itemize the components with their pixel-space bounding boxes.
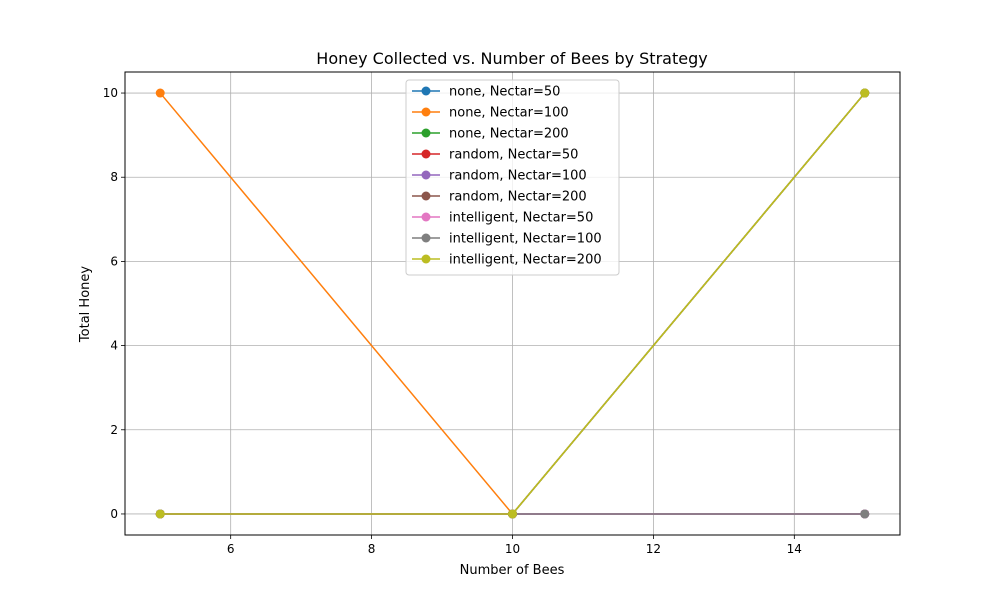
data-point bbox=[860, 509, 870, 519]
legend-item: none, Nectar=200 bbox=[412, 127, 569, 142]
legend-marker bbox=[421, 107, 431, 117]
legend-label: random, Nectar=50 bbox=[449, 148, 578, 163]
y-tick-label: 6 bbox=[110, 254, 118, 268]
y-tick-label: 8 bbox=[110, 170, 118, 184]
legend-label: random, Nectar=100 bbox=[449, 169, 587, 184]
legend-item: random, Nectar=50 bbox=[412, 148, 578, 163]
legend-label: intelligent, Nectar=50 bbox=[449, 211, 593, 226]
legend-marker bbox=[421, 149, 431, 159]
legend: none, Nectar=50 none, Nectar=100 none, Nec… bbox=[405, 79, 620, 276]
legend-marker bbox=[421, 233, 431, 243]
legend-marker bbox=[421, 254, 431, 264]
legend-marker bbox=[421, 86, 431, 96]
legend-item: intelligent, Nectar=50 bbox=[412, 211, 593, 226]
legend-item: none, Nectar=100 bbox=[412, 106, 569, 121]
x-axis-ticks: 6 8 10 12 14 bbox=[227, 535, 802, 556]
y-tick-label: 2 bbox=[110, 423, 118, 437]
legend-label: intelligent, Nectar=100 bbox=[449, 232, 602, 247]
legend-marker bbox=[421, 128, 431, 138]
x-tick-label: 10 bbox=[505, 542, 520, 556]
legend-item: random, Nectar=100 bbox=[412, 169, 587, 184]
legend-item: intelligent, Nectar=200 bbox=[412, 253, 602, 268]
legend-marker bbox=[421, 170, 431, 180]
legend-box bbox=[405, 79, 620, 276]
x-tick-label: 14 bbox=[787, 542, 802, 556]
series-layer bbox=[155, 88, 870, 519]
x-tick-label: 6 bbox=[227, 542, 235, 556]
legend-label: none, Nectar=200 bbox=[449, 127, 569, 142]
data-point bbox=[860, 88, 870, 98]
y-axis-label: Total Honey bbox=[78, 266, 93, 343]
legend-item: intelligent, Nectar=100 bbox=[412, 232, 602, 247]
chart-title: Honey Collected vs. Number of Bees by St… bbox=[316, 49, 707, 68]
y-tick-label: 10 bbox=[103, 86, 118, 100]
x-tick-label: 8 bbox=[368, 542, 376, 556]
legend-label: intelligent, Nectar=200 bbox=[449, 253, 602, 268]
legend-item: random, Nectar=200 bbox=[412, 190, 587, 205]
data-point bbox=[155, 509, 165, 519]
y-tick-label: 0 bbox=[110, 507, 118, 521]
legend-label: none, Nectar=100 bbox=[449, 106, 569, 121]
legend-label: random, Nectar=200 bbox=[449, 190, 587, 205]
x-tick-label: 12 bbox=[646, 542, 661, 556]
legend-item: none, Nectar=50 bbox=[412, 85, 560, 100]
legend-marker bbox=[421, 212, 431, 222]
legend-marker bbox=[421, 191, 431, 201]
y-tick-label: 4 bbox=[110, 339, 118, 353]
data-point bbox=[508, 509, 517, 519]
series-8 bbox=[155, 88, 870, 519]
y-axis-ticks: 0 2 4 6 8 10 bbox=[103, 86, 125, 521]
x-axis-label: Number of Bees bbox=[460, 563, 565, 578]
data-point bbox=[155, 88, 165, 98]
legend-label: none, Nectar=50 bbox=[449, 85, 560, 100]
